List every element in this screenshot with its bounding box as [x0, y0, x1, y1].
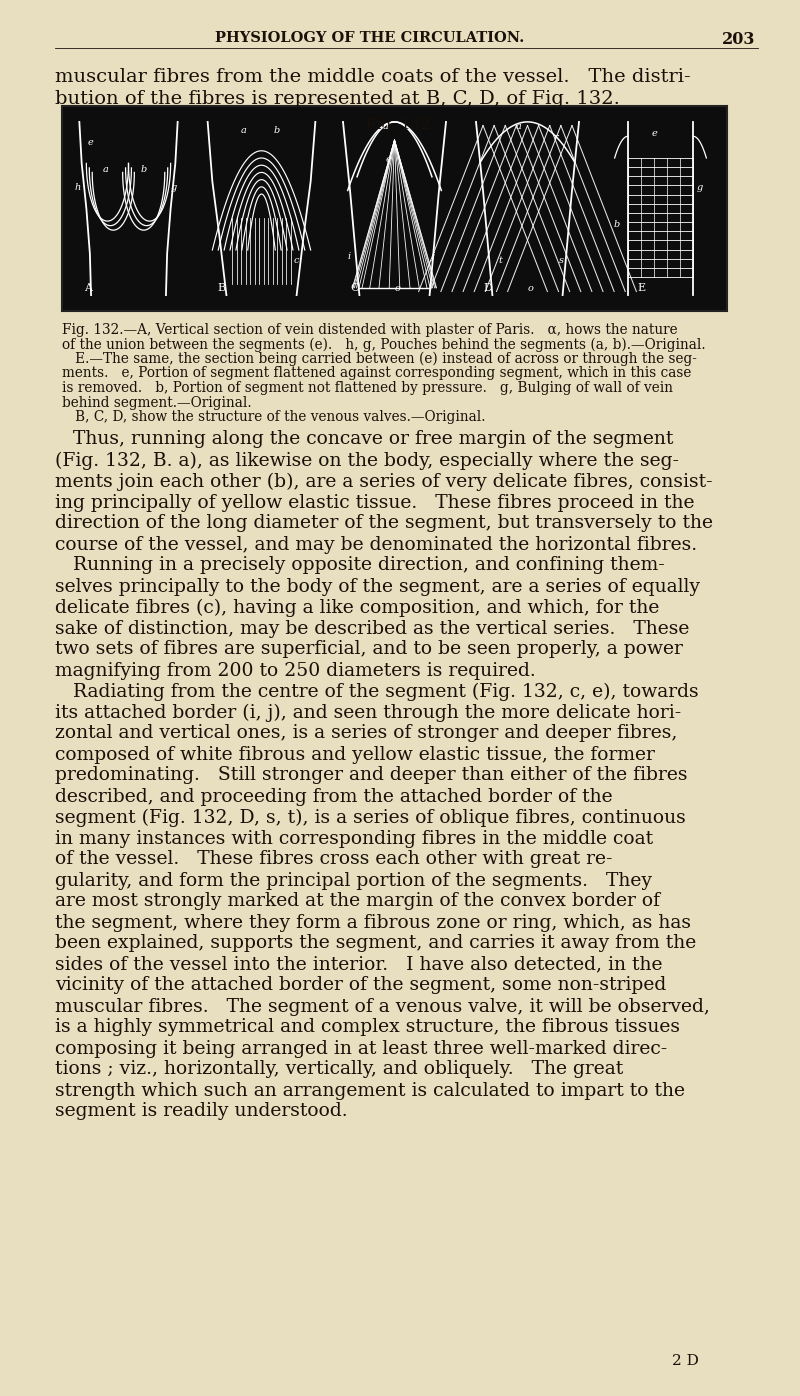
- Text: are most strongly marked at the margin of the convex border of: are most strongly marked at the margin o…: [55, 892, 660, 910]
- Bar: [62, 106, 727, 311]
- Text: g: g: [696, 183, 702, 193]
- Text: the segment, where they form a fibrous zone or ring, which, as has: the segment, where they form a fibrous z…: [55, 913, 691, 931]
- Text: bution of the fibres is represented at B, C, D, of Fig. 132.: bution of the fibres is represented at B…: [55, 89, 620, 107]
- Text: t: t: [498, 255, 502, 265]
- Text: strength which such an arrangement is calculated to impart to the: strength which such an arrangement is ca…: [55, 1082, 685, 1100]
- Text: described, and proceeding from the attached border of the: described, and proceeding from the attac…: [55, 787, 613, 805]
- Text: in many instances with corresponding fibres in the middle coat: in many instances with corresponding fib…: [55, 829, 653, 847]
- Text: delicate fibres (c), having a like composition, and which, for the: delicate fibres (c), having a like compo…: [55, 599, 659, 617]
- Text: muscular fibres from the middle coats of the vessel.   The distri-: muscular fibres from the middle coats of…: [55, 68, 690, 87]
- Text: (Fig. 132, B. a), as likewise on the body, especially where the seg-: (Fig. 132, B. a), as likewise on the bod…: [55, 451, 679, 469]
- Text: is removed.   b, Portion of segment not flattened by pressure.   g, Bulging of w: is removed. b, Portion of segment not fl…: [62, 381, 673, 395]
- Text: s: s: [559, 255, 564, 265]
- Text: ments.   e, Portion of segment flattened against corresponding segment, which in: ments. e, Portion of segment flattened a…: [62, 367, 691, 381]
- Text: composing it being arranged in at least three well-marked direc-: composing it being arranged in at least …: [55, 1040, 667, 1058]
- Text: its attached border (i, j), and seen through the more delicate hori-: its attached border (i, j), and seen thr…: [55, 704, 682, 722]
- Text: a: a: [382, 121, 389, 131]
- Text: b: b: [140, 165, 146, 174]
- Text: zontal and vertical ones, is a series of stronger and deeper fibres,: zontal and vertical ones, is a series of…: [55, 725, 678, 743]
- Text: of the vessel.   These fibres cross each other with great re-: of the vessel. These fibres cross each o…: [55, 850, 613, 868]
- Text: Radiating from the centre of the segment (Fig. 132, c, e), towards: Radiating from the centre of the segment…: [55, 683, 698, 701]
- Text: behind segment.—Original.: behind segment.—Original.: [62, 395, 252, 409]
- Text: segment is readily understood.: segment is readily understood.: [55, 1103, 348, 1121]
- Text: ments join each other (b), are a series of very delicate fibres, consist-: ments join each other (b), are a series …: [55, 472, 713, 491]
- Text: selves principally to the body of the segment, are a series of equally: selves principally to the body of the se…: [55, 578, 700, 596]
- Text: Running in a precisely opposite direction, and confining them-: Running in a precisely opposite directio…: [55, 557, 665, 575]
- Text: muscular fibres.   The segment of a venous valve, it will be observed,: muscular fibres. The segment of a venous…: [55, 998, 710, 1015]
- Text: D: D: [483, 283, 492, 293]
- Text: i: i: [348, 253, 351, 261]
- Text: sake of distinction, may be described as the vertical series.   These: sake of distinction, may be described as…: [55, 620, 690, 638]
- Text: E: E: [637, 283, 646, 293]
- Text: PHYSIOLOGY OF THE CIRCULATION.: PHYSIOLOGY OF THE CIRCULATION.: [215, 31, 525, 45]
- Text: c: c: [293, 255, 298, 265]
- Text: predominating.   Still stronger and deeper than either of the fibres: predominating. Still stronger and deeper…: [55, 766, 687, 785]
- Text: E.—The same, the section being carried between (e) instead of across or through : E.—The same, the section being carried b…: [62, 352, 697, 366]
- Text: C: C: [350, 283, 358, 293]
- Text: 203: 203: [722, 31, 755, 47]
- Text: tions ; viz., horizontally, vertically, and obliquely.   The great: tions ; viz., horizontally, vertically, …: [55, 1061, 623, 1079]
- Text: b: b: [274, 126, 279, 135]
- Text: a: a: [516, 121, 522, 131]
- Text: b: b: [614, 219, 620, 229]
- Text: magnifying from 200 to 250 diameters is required.: magnifying from 200 to 250 diameters is …: [55, 662, 536, 680]
- Text: 2 D: 2 D: [671, 1354, 698, 1368]
- Text: direction of the long diameter of the segment, but transversely to the: direction of the long diameter of the se…: [55, 515, 713, 532]
- Text: e: e: [385, 155, 391, 163]
- Text: h: h: [74, 183, 81, 193]
- Text: been explained, supports the segment, and carries it away from the: been explained, supports the segment, an…: [55, 934, 696, 952]
- Text: e: e: [87, 138, 94, 148]
- Text: ing principally of yellow elastic tissue.   These fibres proceed in the: ing principally of yellow elastic tissue…: [55, 494, 694, 511]
- Text: g: g: [170, 183, 177, 193]
- Text: a: a: [241, 126, 246, 135]
- Text: course of the vessel, and may be denominated the horizontal fibres.: course of the vessel, and may be denomin…: [55, 536, 697, 553]
- Text: vicinity of the attached border of the segment, some non-striped: vicinity of the attached border of the s…: [55, 976, 666, 994]
- Text: j: j: [432, 253, 435, 261]
- Text: two sets of fibres are superficial, and to be seen properly, a power: two sets of fibres are superficial, and …: [55, 641, 683, 659]
- Text: B: B: [217, 283, 225, 293]
- Text: Fig. 132.: Fig. 132.: [366, 119, 434, 133]
- Text: composed of white fibrous and yellow elastic tissue, the former: composed of white fibrous and yellow ela…: [55, 745, 655, 764]
- Text: r: r: [554, 133, 558, 142]
- Text: is a highly symmetrical and complex structure, the fibrous tissues: is a highly symmetrical and complex stru…: [55, 1019, 680, 1036]
- Text: A: A: [84, 283, 92, 293]
- Text: Fig. 132.—A, Vertical section of vein distended with plaster of Paris.   α, hows: Fig. 132.—A, Vertical section of vein di…: [62, 322, 678, 336]
- Text: sides of the vessel into the interior.   I have also detected, in the: sides of the vessel into the interior. I…: [55, 955, 662, 973]
- Text: of the union between the segments (e).   h, g, Pouches behind the segments (a, b: of the union between the segments (e). h…: [62, 338, 706, 352]
- Text: Thus, running along the concave or free margin of the segment: Thus, running along the concave or free …: [55, 430, 674, 448]
- Text: B, C, D, show the structure of the venous valves.—Original.: B, C, D, show the structure of the venou…: [62, 410, 486, 424]
- Text: o: o: [394, 285, 400, 293]
- Text: o: o: [527, 285, 534, 293]
- Text: gularity, and form the principal portion of the segments.   They: gularity, and form the principal portion…: [55, 871, 652, 889]
- Text: segment (Fig. 132, D, s, t), is a series of oblique fibres, continuous: segment (Fig. 132, D, s, t), is a series…: [55, 808, 686, 826]
- Text: e: e: [651, 130, 657, 138]
- Text: a: a: [102, 165, 109, 174]
